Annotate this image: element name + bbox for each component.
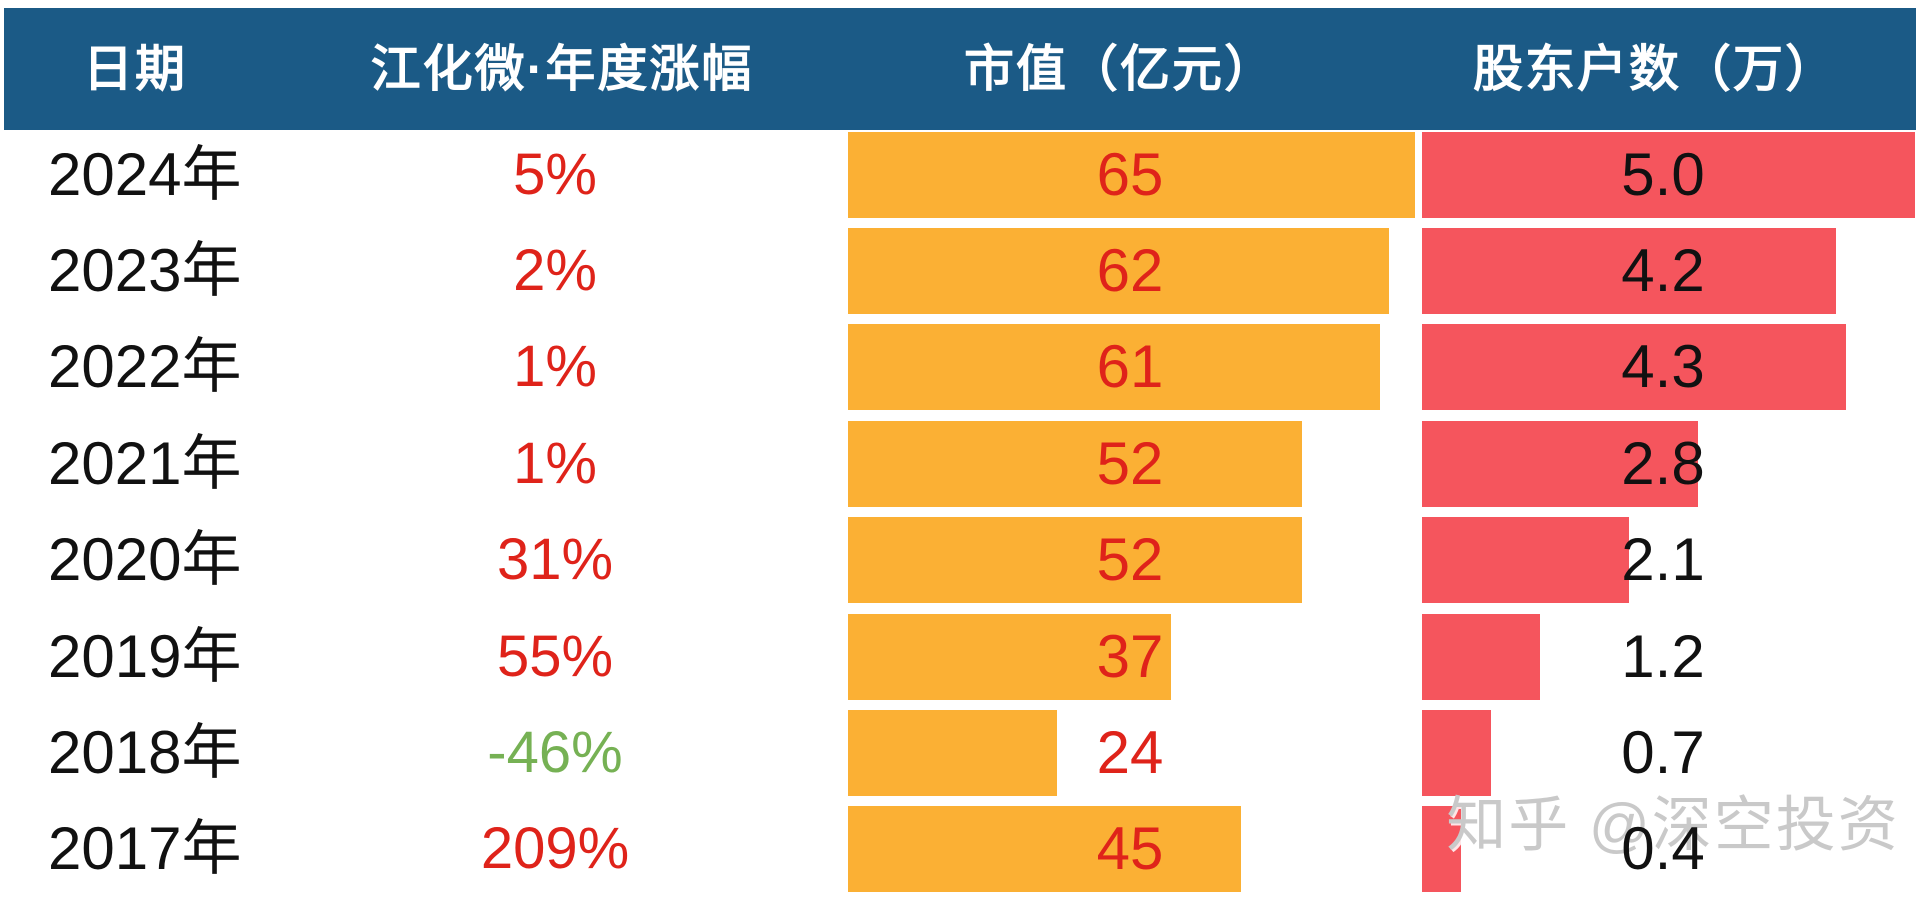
table-row: 2022年 1% 61 4.3 — [0, 324, 1920, 411]
year-label: 2022年 — [48, 333, 242, 401]
market-cap-value: 45 — [1096, 815, 1164, 883]
annual-change-value: 2% — [513, 237, 597, 303]
column-header-holders: 股东户数（万） — [1473, 41, 1837, 97]
market-cap-value: 37 — [1096, 622, 1164, 690]
holders-value: 2.8 — [1621, 429, 1705, 497]
year-label: 2019年 — [48, 622, 242, 690]
year-label: 2018年 — [48, 718, 242, 786]
holders-value: 2.1 — [1621, 526, 1705, 594]
watermark: 知乎 @深空投资 — [1446, 791, 1900, 859]
market-cap-value: 52 — [1096, 429, 1164, 497]
annual-change-value: 209% — [480, 816, 630, 882]
holders-bar — [1422, 517, 1630, 604]
table-row: 2017年 209% 45 0.4 — [0, 806, 1920, 893]
holders-value: 4.2 — [1621, 236, 1705, 304]
year-label: 2021年 — [48, 429, 242, 497]
table-row: 2019年 55% 37 1.2 — [0, 613, 1920, 700]
column-header-date: 日期 — [83, 41, 187, 97]
market-cap-value: 52 — [1096, 526, 1164, 594]
annual-change-value: 5% — [513, 141, 597, 207]
annual-change-value: 55% — [496, 623, 614, 689]
column-header-market-cap: 市值（亿元） — [964, 41, 1276, 97]
holders-value: 0.4 — [1621, 815, 1705, 883]
annual-change-value: 31% — [496, 527, 614, 593]
market-cap-value: 61 — [1096, 333, 1164, 401]
market-cap-bar — [848, 227, 1389, 314]
year-label: 2017年 — [48, 815, 242, 883]
year-label: 2024年 — [48, 140, 242, 208]
table-row: 2021年 1% 52 2.8 — [0, 420, 1920, 507]
market-cap-value: 65 — [1096, 140, 1164, 208]
holders-bar — [1422, 324, 1846, 411]
market-cap-bar — [848, 709, 1058, 796]
table-row: 2023年 2% 62 4.2 — [0, 227, 1920, 314]
market-cap-value: 24 — [1096, 718, 1164, 786]
holders-bar — [1422, 613, 1541, 700]
holders-value: 0.7 — [1621, 718, 1705, 786]
market-cap-bar — [848, 806, 1241, 893]
market-cap-bar — [848, 517, 1302, 604]
annual-change-value: -46% — [487, 719, 623, 785]
holders-bar — [1422, 806, 1462, 893]
holders-bar — [1422, 709, 1492, 796]
market-cap-bar — [848, 131, 1415, 218]
holders-value: 5.0 — [1621, 140, 1705, 208]
year-label: 2023年 — [48, 236, 242, 304]
table-row: 2020年 31% 52 2.1 — [0, 517, 1920, 604]
market-cap-bar — [848, 613, 1171, 700]
column-header-change: 江化微·年度涨幅 — [370, 41, 754, 97]
annual-change-value: 1% — [513, 334, 597, 400]
market-cap-bar — [848, 420, 1302, 507]
holders-value: 1.2 — [1621, 622, 1705, 690]
holders-value: 4.3 — [1621, 333, 1705, 401]
holders-bar — [1422, 420, 1699, 507]
table-row: 2024年 5% 65 5.0 — [0, 131, 1920, 218]
table-row: 2018年 -46% 24 0.7 — [0, 709, 1920, 796]
market-cap-bar — [848, 324, 1381, 411]
holders-bar — [1422, 227, 1837, 314]
market-cap-value: 62 — [1096, 236, 1164, 304]
year-label: 2020年 — [48, 526, 242, 594]
annual-change-value: 1% — [513, 430, 597, 496]
table-header: 日期 江化微·年度涨幅 市值（亿元） 股东户数（万） — [4, 8, 1916, 130]
holders-bar — [1422, 131, 1915, 218]
